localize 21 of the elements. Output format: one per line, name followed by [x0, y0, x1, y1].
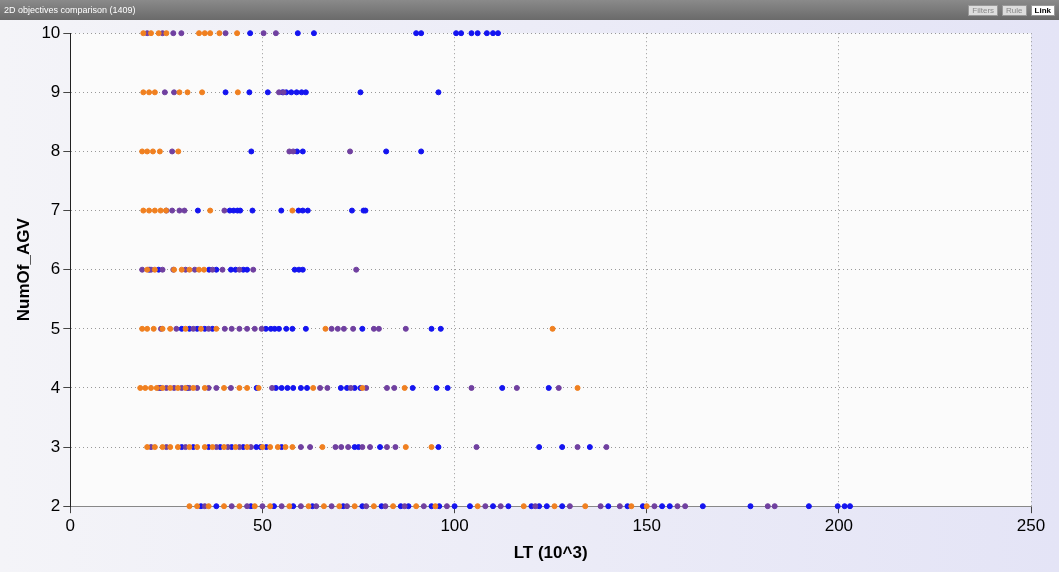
y-axis-title: NumOf_AGV: [13, 217, 33, 322]
y-tick-label: 10: [41, 22, 61, 42]
text: Link: [1030, 4, 1055, 16]
y-tick-label: 5: [50, 318, 61, 338]
y-tick-label: 6: [50, 259, 61, 279]
y-tick-label: 2: [50, 495, 61, 515]
y-tick-label: 9: [50, 82, 61, 102]
x-tick-label: 0: [65, 516, 76, 536]
text: Filters: [968, 4, 999, 16]
x-tick-label: 250: [1016, 516, 1046, 536]
x-tick-label: 100: [440, 516, 469, 536]
y-tick-label: 4: [50, 377, 61, 397]
x-tick-label: 50: [252, 516, 272, 536]
y-tick-label: 3: [50, 436, 61, 456]
x-axis-title: LT (10^3): [513, 543, 588, 563]
x-tick-label: 200: [824, 516, 854, 536]
chart-title: 2D objectives comparison (1409): [4, 5, 136, 15]
y-tick-label: 7: [50, 200, 61, 220]
x-tick-label: 150: [632, 516, 661, 536]
y-tick-label: 8: [50, 141, 61, 161]
text: Rule: [1002, 4, 1027, 16]
